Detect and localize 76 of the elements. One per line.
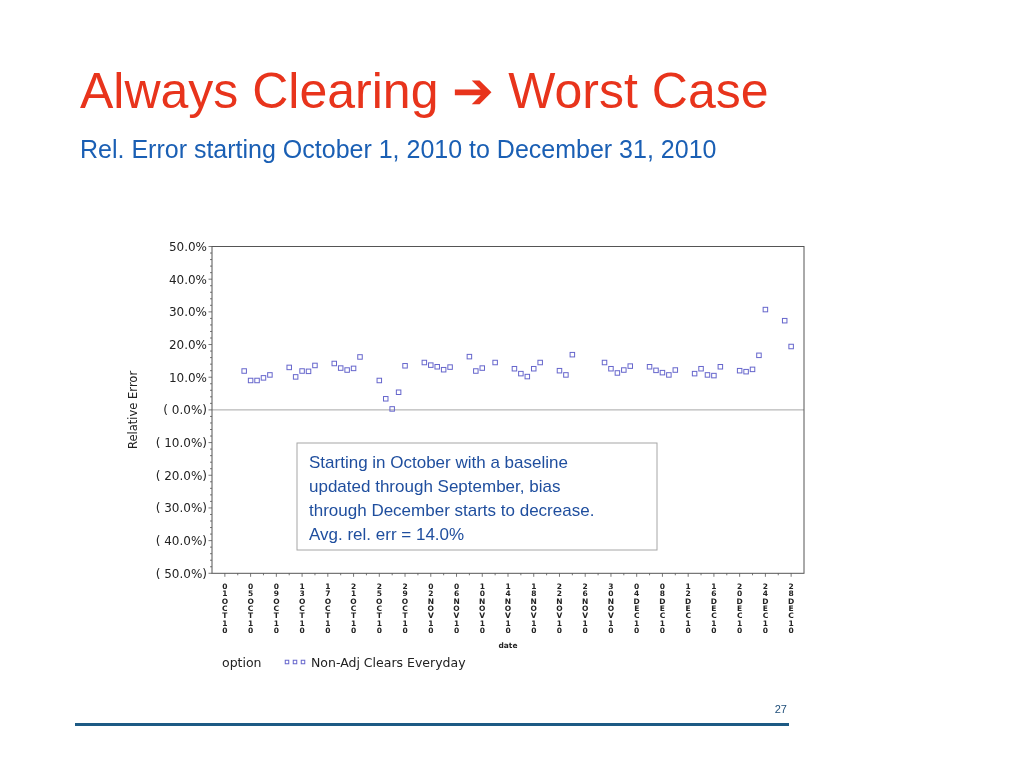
point [569,351,576,358]
point [492,359,498,366]
point [350,365,357,372]
point [376,377,383,384]
point [267,372,273,378]
point [762,306,769,313]
chart-subtitle: Rel. Error starting October 1, 2010 to December 31, 2010 [80,135,717,163]
point [247,377,254,384]
y-tick-label: 20.0% [168,338,207,353]
point [479,365,486,371]
legend-title: option [222,655,262,670]
point [653,367,659,374]
point [621,367,627,373]
point [466,353,473,360]
point [781,317,788,324]
y-tick-label: 50.0% [168,240,207,254]
point [666,372,672,378]
legend-label: Non-Adj Clears Everyday [311,655,467,670]
point [736,367,743,374]
annotation: Starting in October with a baseline updated through September, bias through December starts to decrease. Avg. rel. err = 14.0% [309,453,595,544]
point [556,367,563,374]
y-tick-label: ( 40.0%) [155,534,207,549]
point [627,363,634,369]
point [511,365,518,372]
point [286,364,292,371]
point [421,359,428,366]
point [292,374,299,380]
point [704,372,711,378]
point [402,363,408,369]
point [260,375,267,381]
y-axis-title: Relative Error [126,370,140,449]
y-tick-label: 10.0% [168,370,207,385]
point [357,354,363,360]
point [434,364,440,370]
point [299,368,305,374]
chart-title: Always Clearing ➔ Worst Case [80,63,769,119]
point [305,368,312,375]
point [749,366,756,373]
point [312,362,318,369]
point [691,370,698,377]
y-tick-label: 30.0% [168,305,207,320]
point [698,365,704,372]
point [440,366,447,373]
point [331,360,338,367]
point [395,389,402,395]
y-tick-label: 40.0% [168,272,207,287]
point [711,372,717,379]
point [344,367,350,373]
y-tick-label: ( 10.0%) [155,436,207,451]
point [447,364,453,370]
point [563,372,569,378]
point [614,370,621,376]
point [254,377,260,384]
text: 27 [774,703,787,715]
point [524,373,531,380]
point [518,370,524,377]
point [743,368,749,375]
y-tick-label: ( 0.0%) [163,403,207,418]
point [473,368,479,374]
point [659,369,666,376]
point [337,365,344,371]
y-tick-label: ( 20.0%) [155,468,207,483]
point [646,364,653,370]
point [788,343,794,350]
point [717,364,724,370]
point [608,365,614,372]
y-tick-label: ( 50.0%) [155,566,207,581]
point [672,367,679,373]
point [428,362,434,368]
point [382,396,389,402]
point [530,365,537,372]
point [389,406,395,412]
point [756,352,762,359]
y-tick-label: ( 30.0%) [155,501,207,516]
point [537,359,543,366]
point [241,368,247,374]
